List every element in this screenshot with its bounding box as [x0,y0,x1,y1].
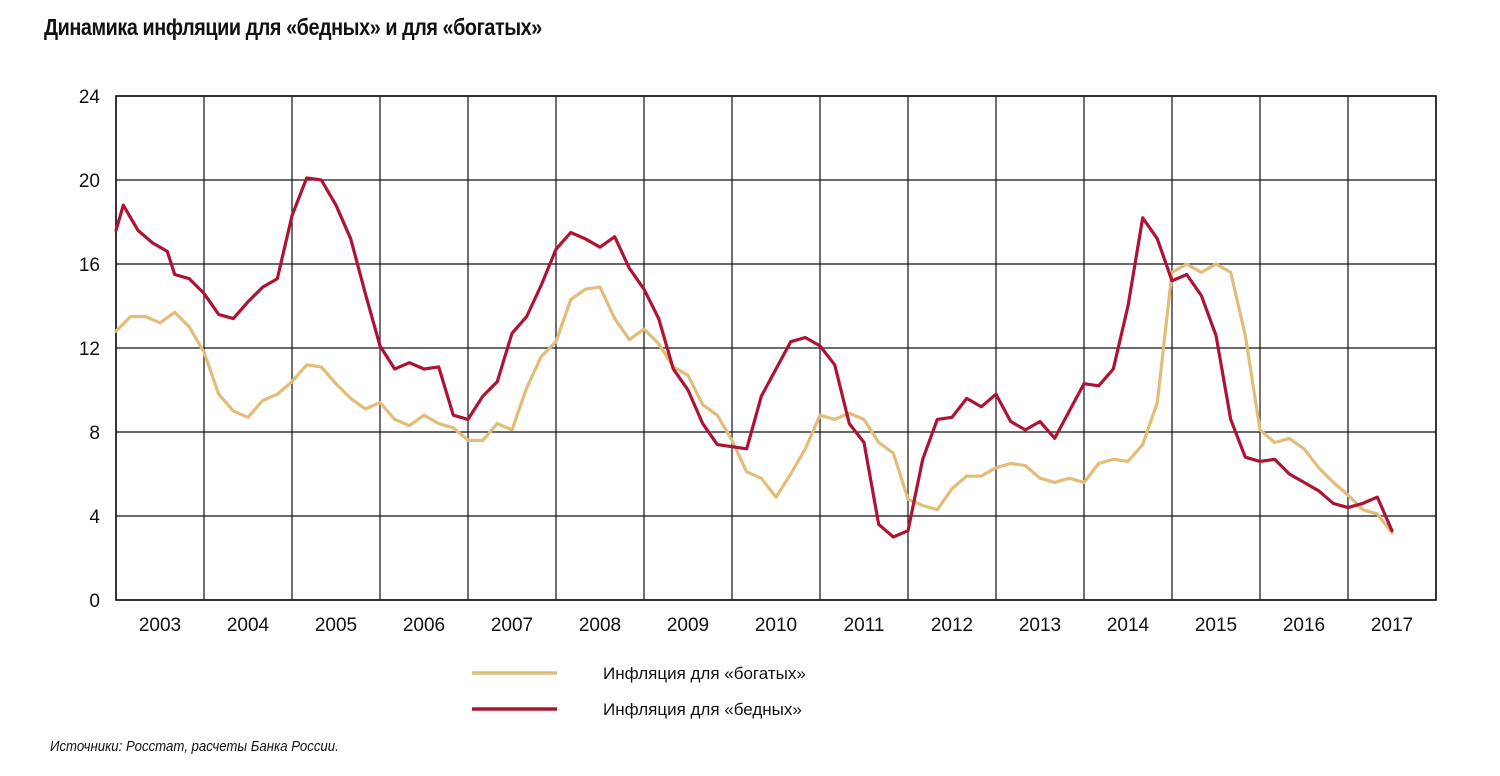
x-tick-label: 2014 [1107,615,1150,636]
x-tick-label: 2011 [844,615,885,636]
chart-legend: Инфляция для «богатых» Инфляция для «бедн… [472,664,806,719]
y-tick-label: 12 [79,339,100,360]
x-tick-label: 2010 [755,615,797,636]
x-tick-label: 2004 [227,615,270,636]
x-tick-label: 2007 [491,615,533,636]
legend-label-rich: Инфляция для «богатых» [603,664,806,683]
y-tick-label: 4 [89,507,100,528]
y-tick-label: 24 [79,87,101,108]
series-line-poor [114,176,1394,539]
x-tick-label: 2006 [403,615,445,636]
x-tick-label: 2016 [1283,615,1325,636]
y-tick-label: 0 [89,591,100,612]
x-tick-label: 2003 [139,615,181,636]
y-tick-label: 20 [79,171,100,192]
x-tick-label: 2009 [667,615,709,636]
x-tick-label: 2012 [931,615,973,636]
x-tick-label: 2017 [1371,615,1413,636]
chart-axes: 0 4 8 12 16 20 24 2003 2004 2005 2006 2007 2008 2009 2… [79,87,1413,636]
source-note: Источники: Росстат, расчеты Банка России… [50,738,339,755]
y-tick-label: 16 [79,255,100,276]
x-tick-label: 2005 [315,615,357,636]
x-tick-label: 2008 [579,615,621,636]
series-line-rich [114,262,1394,535]
chart-grid [115,95,1437,601]
x-tick-label: 2013 [1019,615,1061,636]
chart-title: Динамика инфляции для «бедных» и для «бо… [44,14,542,40]
chart-series [114,176,1394,539]
y-tick-label: 8 [89,423,100,444]
x-tick-label: 2015 [1195,615,1237,636]
legend-label-poor: Инфляция для «бедных» [603,700,802,719]
